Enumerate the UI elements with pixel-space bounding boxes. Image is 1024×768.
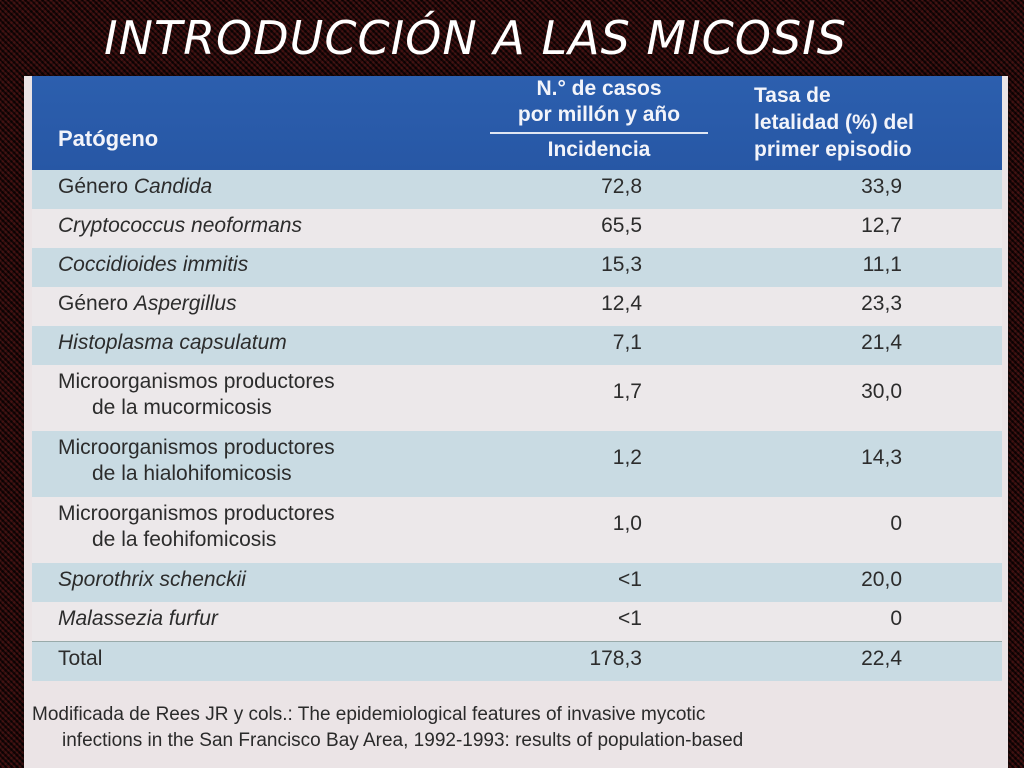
header-cases: N.° de casos por millón y año (490, 76, 708, 134)
table-row: Género Aspergillus 12,4 23,3 (32, 287, 1002, 326)
letality-cell: 14,3 (861, 446, 902, 469)
pathogen-line: Género Candida (58, 174, 478, 200)
incidence-cell: 15,3 (601, 253, 642, 276)
header-pathogen: Patógeno (58, 126, 159, 151)
pathogen-line: Coccidioides immitis (58, 252, 478, 278)
letality-cell: 33,9 (861, 175, 902, 198)
pathogen-species: Aspergillus (133, 292, 237, 315)
pathogen-text: Microorganismos productores (58, 502, 335, 525)
letality-cell: 30,0 (861, 380, 902, 403)
header-letality-line2: letalidad (%) del (754, 111, 914, 134)
pathogen-cell: Coccidioides immitis (58, 252, 478, 278)
footnote-line1: Modificada de Rees JR y cols.: The epide… (32, 704, 706, 725)
footnote-line2: infections in the San Francisco Bay Area… (62, 730, 744, 751)
incidence-cell: 1,7 (612, 380, 642, 403)
incidence-cell: 1,0 (612, 512, 642, 535)
header-cases-line1: N.° de casos (536, 77, 662, 100)
table-body: Género Candida 72,8 33,9 Cryptococcus neofo… (32, 170, 1002, 681)
pathogen-species: Malassezia furfur (58, 607, 218, 630)
incidence-cell: 178,3 (589, 647, 642, 670)
pathogen-line: Microorganismos productores (58, 501, 478, 527)
letality-cell: 23,3 (861, 292, 902, 315)
letality-cell: 11,1 (862, 253, 902, 276)
header-letality-line1: Tasa de (754, 84, 831, 107)
table-row: Coccidioides immitis 15,3 11,1 (32, 248, 1002, 287)
pathogen-text: Género (58, 292, 134, 315)
table-row: Microorganismos productores de la feohifo… (32, 497, 1002, 563)
pathogen-text: Género (58, 175, 134, 198)
pathogen-cell: Microorganismos productores de la mucormi… (58, 369, 478, 421)
pathogen-text: Total (58, 647, 103, 670)
header-letality-line3: primer episodio (754, 138, 912, 161)
letality-cell: 21,4 (861, 331, 902, 354)
pathogen-cell: Sporothrix schenckii (58, 567, 478, 593)
letality-cell: 12,7 (861, 214, 902, 237)
table-row: Malassezia furfur <1 0 (32, 602, 1002, 641)
letality-cell: 20,0 (861, 568, 902, 591)
pathogen-cell: Cryptococcus neoformans (58, 213, 478, 239)
letality-cell: 22,4 (861, 647, 902, 670)
table-row: Género Candida 72,8 33,9 (32, 170, 1002, 209)
incidence-cell: 65,5 (601, 214, 642, 237)
pathogen-cell: Microorganismos productores de la hialohi… (58, 435, 478, 487)
pathogen-species: Sporothrix schenckii (58, 568, 246, 591)
pathogen-cell: Género Candida (58, 174, 478, 200)
table-row: Sporothrix schenckii <1 20,0 (32, 563, 1002, 602)
table-footnote: Modificada de Rees JR y cols.: The epide… (32, 702, 1000, 754)
pathogen-species: Coccidioides immitis (58, 253, 249, 276)
table-row: Cryptococcus neoformans 65,5 12,7 (32, 209, 1002, 248)
pathogen-cell: Género Aspergillus (58, 291, 478, 317)
letality-cell: 0 (890, 512, 902, 535)
incidence-cell: 12,4 (601, 292, 642, 315)
pathogen-line: Microorganismos productores (58, 435, 478, 461)
pathogen-cell: Histoplasma capsulatum (58, 330, 478, 356)
pathogen-line: Género Aspergillus (58, 291, 478, 317)
pathogen-line2: de la feohifomicosis (92, 528, 277, 551)
pathogen-text: Microorganismos productores (58, 436, 335, 459)
pathogen-species: Cryptococcus neoformans (58, 214, 302, 237)
table-row: Total 178,3 22,4 (32, 641, 1002, 681)
incidence-cell: <1 (618, 568, 642, 591)
pathogen-cell: Malassezia furfur (58, 606, 478, 632)
header-incidence: Incidencia (547, 138, 651, 161)
incidence-cell: 7,1 (612, 331, 642, 354)
pathogen-line: Sporothrix schenckii (58, 567, 478, 593)
pathogen-line: Total (58, 646, 478, 672)
table-photo: Patógeno N.° de casos por millón y año I… (24, 76, 1008, 768)
pathogen-species: Histoplasma capsulatum (58, 331, 287, 354)
table-header: Patógeno N.° de casos por millón y año I… (32, 76, 1002, 170)
incidence-cell: 72,8 (601, 175, 642, 198)
pathogen-line: Cryptococcus neoformans (58, 213, 478, 239)
table-row: Microorganismos productores de la mucormi… (32, 365, 1002, 431)
letality-cell: 0 (890, 607, 902, 630)
pathogen-line2: de la mucormicosis (92, 396, 272, 419)
pathogen-species: Candida (133, 175, 213, 198)
header-cases-line2: por millón y año (517, 103, 681, 126)
pathogen-line2: de la hialohifomicosis (92, 462, 292, 485)
incidence-cell: 1,2 (612, 446, 642, 469)
pathogen-line: Malassezia furfur (58, 606, 478, 632)
slide-title: INTRODUCCIÓN A LAS MICOSIS (104, 11, 847, 65)
pathogen-line: Microorganismos productores (58, 369, 478, 395)
table-row: Microorganismos productores de la hialohi… (32, 431, 1002, 497)
pathogen-text: Microorganismos productores (58, 370, 335, 393)
table-row: Histoplasma capsulatum 7,1 21,4 (32, 326, 1002, 365)
pathogen-cell: Total (58, 646, 478, 672)
header-letality: Tasa de letalidad (%) del primer episodi… (754, 82, 1004, 163)
pathogen-cell: Microorganismos productores de la feohifo… (58, 501, 478, 553)
incidence-cell: <1 (618, 607, 642, 630)
pathogen-line: Histoplasma capsulatum (58, 330, 478, 356)
